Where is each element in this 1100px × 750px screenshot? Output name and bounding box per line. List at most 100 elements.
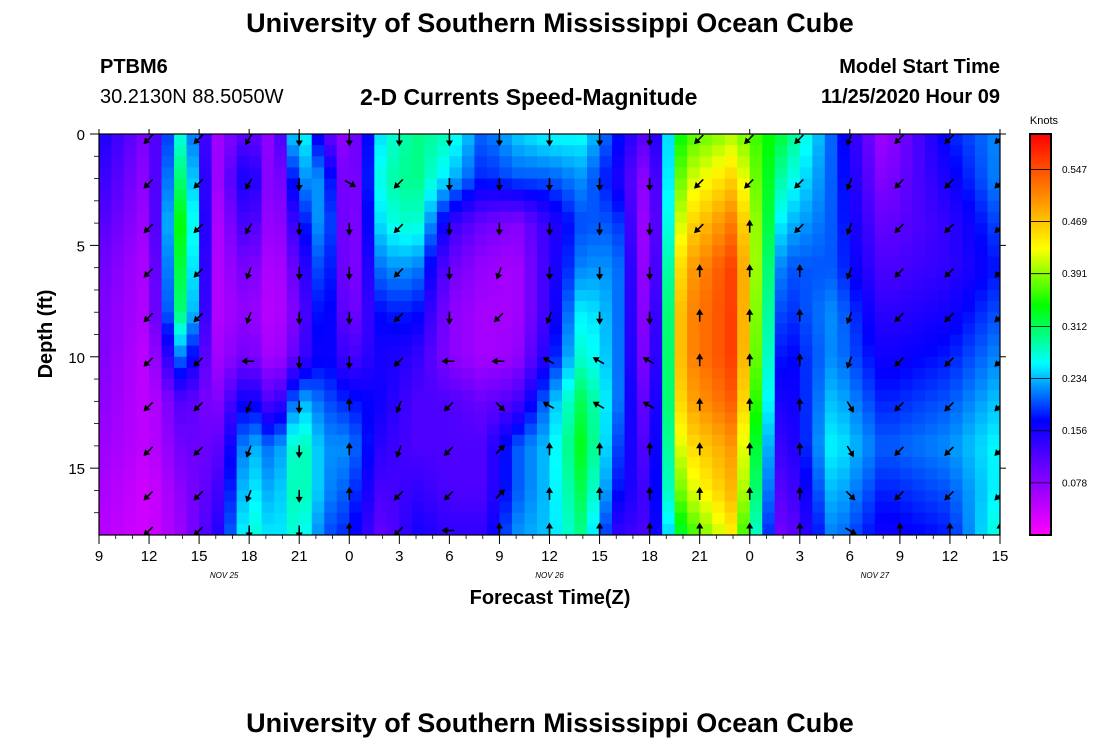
heatmap-cell bbox=[486, 434, 501, 447]
heatmap-cell bbox=[224, 301, 238, 313]
heatmap-cell bbox=[324, 134, 338, 146]
heatmap-cell bbox=[499, 412, 513, 425]
heatmap-cell bbox=[436, 457, 450, 469]
heatmap-cell bbox=[824, 167, 838, 180]
heatmap-cell bbox=[637, 256, 651, 269]
heatmap-cell bbox=[887, 189, 901, 202]
heatmap-cell bbox=[687, 334, 701, 347]
heatmap-cell bbox=[386, 401, 400, 414]
heatmap-cell bbox=[762, 178, 776, 191]
heatmap-cell bbox=[687, 423, 701, 436]
heatmap-cell bbox=[574, 367, 588, 380]
heatmap-cell bbox=[712, 379, 726, 391]
heatmap-cell bbox=[274, 356, 288, 369]
heatmap-cell bbox=[486, 501, 501, 514]
heatmap-cell bbox=[499, 278, 513, 291]
heatmap-cell bbox=[824, 267, 838, 280]
current-vector bbox=[646, 178, 654, 191]
heatmap-cell bbox=[324, 200, 338, 213]
heatmap-cell bbox=[499, 156, 513, 169]
heatmap-cell bbox=[987, 345, 1000, 358]
heatmap-cell bbox=[474, 189, 488, 202]
heatmap-cell bbox=[274, 211, 288, 224]
heatmap-cell bbox=[324, 356, 338, 369]
current-vector bbox=[796, 264, 804, 278]
current-vector bbox=[596, 486, 604, 500]
heatmap-cell bbox=[924, 167, 939, 180]
heatmap-cell bbox=[361, 289, 375, 302]
heatmap-cell bbox=[274, 223, 288, 235]
heatmap-cell bbox=[249, 189, 263, 202]
heatmap-cell bbox=[199, 334, 213, 347]
heatmap-cell bbox=[449, 278, 463, 291]
current-vector bbox=[894, 267, 905, 278]
heatmap-cell bbox=[274, 423, 288, 436]
heatmap-cell bbox=[987, 267, 1000, 280]
heatmap-cell bbox=[724, 468, 738, 480]
heatmap-cell bbox=[812, 167, 826, 180]
heatmap-cell bbox=[111, 245, 125, 258]
heatmap-cell bbox=[174, 312, 188, 324]
heatmap-cell bbox=[737, 234, 751, 246]
heatmap-cell bbox=[724, 356, 738, 369]
heatmap-cell bbox=[837, 468, 851, 480]
heatmap-cell bbox=[224, 223, 238, 235]
heatmap-cell bbox=[424, 267, 438, 280]
heatmap-cell bbox=[724, 278, 738, 291]
heatmap-cell bbox=[837, 211, 851, 224]
heatmap-cell bbox=[787, 200, 801, 213]
heatmap-cell bbox=[624, 390, 638, 402]
heatmap-cell bbox=[937, 312, 951, 324]
heatmap-cell bbox=[824, 434, 838, 447]
heatmap-cell bbox=[812, 523, 826, 535]
heatmap-cell bbox=[511, 345, 526, 358]
heatmap-cell bbox=[987, 334, 1000, 347]
heatmap-cell bbox=[799, 457, 813, 469]
heatmap-cell bbox=[361, 356, 375, 369]
heatmap-cell bbox=[662, 145, 676, 157]
heatmap-cell bbox=[211, 379, 225, 391]
heatmap-cell bbox=[562, 512, 576, 525]
heatmap-cell bbox=[687, 289, 701, 302]
heatmap-cell bbox=[862, 512, 876, 525]
heatmap-cell bbox=[499, 445, 513, 458]
heatmap-cell bbox=[486, 423, 501, 436]
heatmap-cell bbox=[737, 379, 751, 391]
heatmap-cell bbox=[274, 234, 288, 246]
heatmap-cell bbox=[562, 434, 576, 447]
heatmap-cell bbox=[599, 245, 613, 258]
heatmap-cell bbox=[849, 167, 863, 180]
heatmap-cell bbox=[924, 412, 939, 425]
heatmap-cell bbox=[449, 189, 463, 202]
heatmap-cell bbox=[649, 490, 663, 503]
heatmap-cell bbox=[261, 390, 275, 402]
heatmap-cell bbox=[399, 223, 413, 235]
heatmap-cell bbox=[824, 512, 838, 525]
current-vector bbox=[393, 312, 404, 323]
heatmap-cell bbox=[136, 401, 150, 414]
heatmap-cell bbox=[374, 468, 388, 480]
heatmap-cell bbox=[599, 323, 613, 336]
heatmap-cell bbox=[849, 267, 863, 280]
heatmap-cell bbox=[812, 156, 826, 169]
heatmap-cell bbox=[361, 200, 375, 213]
heatmap-cell bbox=[724, 523, 738, 535]
heatmap-cell bbox=[199, 234, 213, 246]
heatmap-cell bbox=[186, 178, 200, 191]
heatmap-cell bbox=[924, 501, 939, 514]
heatmap-cell bbox=[887, 234, 901, 246]
heatmap-cell bbox=[236, 289, 250, 302]
heatmap-cell bbox=[236, 234, 250, 246]
heatmap-cell bbox=[524, 312, 538, 324]
heatmap-cell bbox=[687, 312, 701, 324]
heatmap-cell bbox=[136, 512, 150, 525]
heatmap-cell bbox=[349, 379, 363, 391]
heatmap-cell bbox=[424, 390, 438, 402]
heatmap-cell bbox=[224, 401, 238, 414]
heatmap-cell bbox=[937, 156, 951, 169]
heatmap-cell bbox=[674, 401, 688, 414]
heatmap-cell bbox=[411, 256, 425, 269]
heatmap-cell bbox=[374, 223, 388, 235]
heatmap-cell bbox=[962, 145, 976, 157]
current-vector bbox=[545, 134, 554, 147]
